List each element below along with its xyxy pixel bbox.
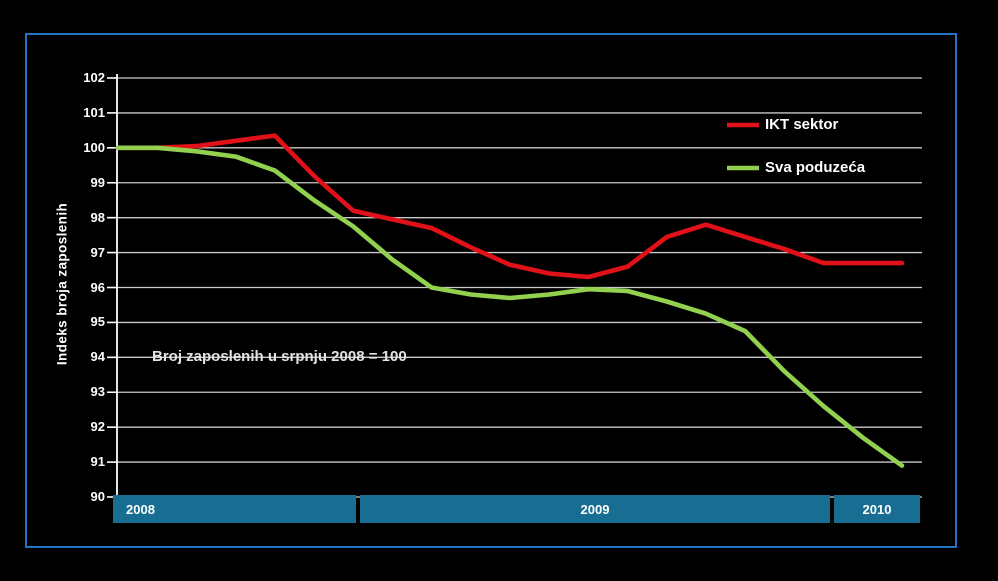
y-tick-label: 93: [90, 384, 105, 400]
y-tick-label: 95: [90, 314, 105, 330]
y-tick-label: 94: [90, 349, 105, 365]
y-tick-label: 97: [90, 244, 105, 260]
y-tick-label: 102: [83, 70, 105, 85]
y-tick-label: 91: [90, 454, 105, 470]
y-tick-label: 96: [90, 279, 105, 295]
y-tick-label: 90: [90, 489, 105, 504]
legend-label-sva-poduzeca: Sva poduzeća: [765, 159, 866, 176]
slide-border: [25, 33, 957, 548]
y-tick-label: 92: [90, 419, 105, 435]
y-axis-title: Indeks broja zaposlenih: [54, 202, 70, 366]
chart-annotation: Broj zaposlenih u srpnju 2008 = 100: [152, 348, 407, 365]
legend-label-ikt-sektor: IKT sektor: [765, 116, 839, 133]
y-tick-label: 98: [90, 209, 105, 225]
x-axis-band-2010: 2010: [834, 495, 920, 523]
series-line-sva-poduzeca: [115, 145, 905, 468]
x-axis-band-2009: 2009: [360, 495, 830, 523]
series-line-ikt-sektor: [115, 133, 905, 280]
y-tick-label: 100: [83, 139, 105, 155]
y-tick-label: 101: [83, 104, 105, 120]
y-tick-label: 99: [90, 174, 105, 190]
x-axis-band-2008: 2008: [113, 495, 356, 523]
